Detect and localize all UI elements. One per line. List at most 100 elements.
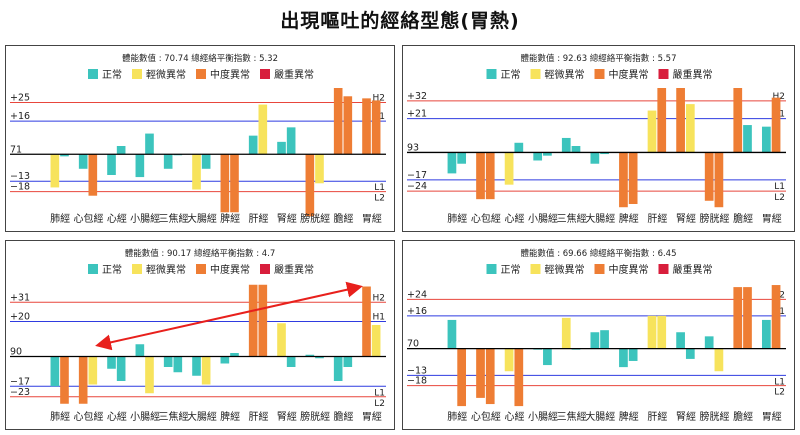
category-label: 腎經 — [676, 212, 696, 225]
bar — [78, 154, 88, 169]
legend-swatch — [260, 69, 270, 79]
bar — [504, 348, 514, 372]
category-label: 胃經 — [362, 410, 382, 423]
bar — [647, 110, 657, 153]
category-label: 小腸經 — [130, 212, 160, 225]
legend-swatch — [594, 69, 605, 79]
bar — [315, 154, 324, 184]
category-label: 肝經 — [249, 212, 269, 225]
bar — [88, 356, 98, 385]
bar — [447, 152, 457, 174]
bar — [201, 356, 211, 385]
bar — [561, 317, 571, 349]
category-label: 大腸經 — [187, 410, 217, 423]
bar — [286, 127, 296, 155]
legend-label: 嚴重異常 — [274, 263, 314, 276]
category-label: 膽經 — [733, 212, 753, 225]
bar — [50, 356, 60, 387]
bar — [230, 353, 239, 357]
legend-label: 嚴重異常 — [673, 68, 713, 81]
stats-text: 體能數值 : 70.74 總經絡平衡指數 : 5.32 — [122, 53, 278, 64]
legend-swatch — [88, 69, 98, 79]
bar — [343, 96, 353, 155]
legend-swatch — [486, 264, 497, 274]
line-label-h2: H2 — [373, 94, 386, 104]
legend-swatch — [88, 264, 98, 274]
legend-swatch — [196, 264, 206, 274]
legend-swatch — [196, 69, 206, 79]
bar — [676, 332, 685, 349]
bar — [743, 125, 752, 153]
bar — [504, 152, 514, 185]
legend-swatch — [530, 69, 541, 79]
bar — [619, 152, 628, 208]
bar — [714, 348, 724, 372]
line-label-l1: L1 — [774, 377, 785, 387]
bar — [600, 330, 609, 349]
bar — [371, 100, 381, 155]
tick-label: −13 — [10, 171, 30, 182]
stats-text: 體能數值 : 92.63 總經絡平衡指數 : 5.57 — [521, 53, 677, 64]
category-label: 脾經 — [220, 212, 240, 225]
legend-label: 輕微異常 — [545, 68, 585, 81]
tick-label: −17 — [10, 376, 30, 387]
legend-swatch — [658, 264, 669, 274]
bar — [333, 88, 343, 155]
line-label-h2: H2 — [773, 92, 786, 102]
chart-svg-3: 體能數值 : 90.17 總經絡平衡指數 : 4.7正常 輕微異常 中度異常 嚴重異常… — [10, 248, 386, 423]
bar — [485, 348, 495, 405]
category-label: 胃經 — [362, 212, 382, 225]
legend-label: 中度異常 — [609, 263, 649, 276]
bar — [533, 152, 543, 161]
bar — [145, 356, 154, 394]
baseline-label: 71 — [10, 144, 22, 155]
tick-label: −23 — [10, 387, 30, 398]
bar — [78, 356, 88, 404]
bar — [305, 354, 315, 357]
legend-label: 正常 — [102, 68, 122, 81]
legend-swatch — [594, 264, 605, 274]
tick-label: +16 — [10, 111, 30, 122]
tick-label: −17 — [407, 170, 427, 181]
category-label: 胃經 — [762, 410, 782, 423]
category-label: 大腸經 — [585, 410, 615, 423]
category-label: 心包經 — [471, 410, 501, 423]
bar — [145, 133, 154, 155]
bar — [457, 152, 467, 164]
tick-label: +16 — [407, 306, 427, 317]
category-label: 小腸經 — [528, 410, 558, 423]
legend-swatch — [486, 69, 497, 79]
legend-label: 中度異常 — [609, 68, 649, 81]
bar — [761, 126, 771, 153]
baseline-label: 70 — [407, 339, 419, 350]
category-label: 肺經 — [447, 410, 467, 423]
bar — [543, 348, 552, 366]
bar — [60, 154, 69, 157]
bar — [230, 154, 239, 213]
annotation-arrow — [95, 281, 363, 351]
chart-panel-4: 體能數值 : 69.66 總經絡平衡指數 : 6.45 正常 輕微異常 中度異常 嚴重異… — [402, 240, 795, 430]
category-label: 膀胱經 — [300, 410, 330, 423]
line-label-l2: L2 — [374, 399, 385, 409]
bar — [220, 154, 230, 213]
bar — [685, 348, 695, 359]
bar — [135, 344, 145, 357]
bar — [514, 142, 524, 153]
category-label: 肝經 — [249, 410, 269, 423]
tick-label: −18 — [10, 182, 30, 193]
bar — [733, 88, 743, 153]
bar — [590, 152, 600, 164]
legend-swatch — [530, 264, 541, 274]
category-label: 肺經 — [50, 212, 70, 225]
bar — [628, 152, 638, 204]
bar — [277, 323, 286, 357]
bar — [107, 356, 116, 369]
bar — [447, 319, 457, 349]
legend-label: 正常 — [501, 263, 521, 276]
bar — [135, 154, 145, 178]
bar — [201, 154, 211, 169]
line-label-l1: L1 — [374, 388, 385, 398]
